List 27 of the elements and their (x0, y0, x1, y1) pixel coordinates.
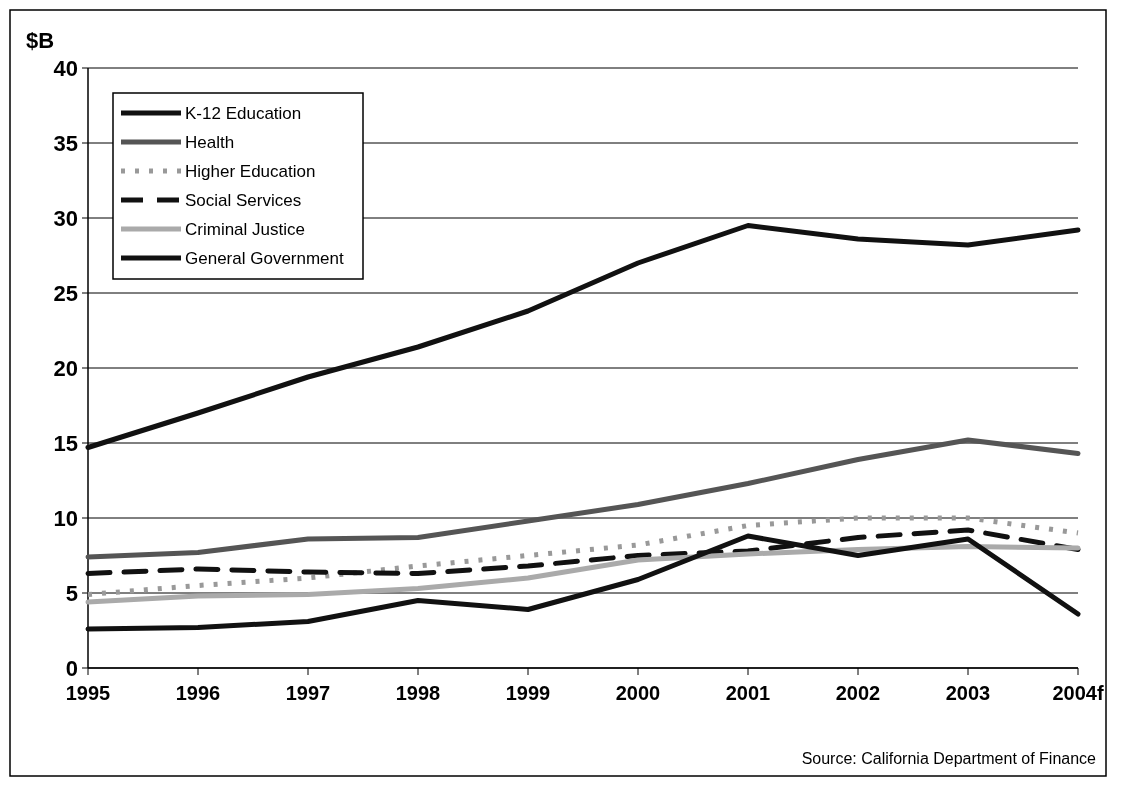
x-tick-label: 1996 (175, 682, 221, 704)
legend-label: General Government (185, 248, 345, 268)
legend-label: K-12 Education (185, 103, 302, 123)
legend-label: Higher Education (185, 161, 316, 181)
x-tick-label: 2002 (835, 682, 881, 704)
source-note: Source: California Department of Finance (801, 750, 1097, 767)
y-tick-label: 5 (65, 580, 78, 606)
x-tick-label: 2003 (945, 682, 991, 704)
legend-label: Health (185, 132, 235, 152)
y-tick-label: 35 (53, 130, 78, 156)
y-tick-label: 10 (53, 505, 78, 531)
x-tick-label: 2004f (1052, 682, 1104, 704)
y-tick-label: 25 (53, 280, 78, 306)
x-tick-label: 1998 (395, 682, 441, 704)
legend-label: Social Services (185, 190, 302, 210)
x-tick-label: 2000 (615, 682, 661, 704)
x-tick-label: 2001 (725, 682, 771, 704)
y-tick-label: 30 (53, 205, 78, 231)
x-tick-label: 1995 (65, 682, 111, 704)
x-tick-label: 1997 (285, 682, 331, 704)
y-tick-label: 0 (65, 655, 78, 681)
y-axis-title: $B (26, 28, 55, 53)
legend-label: Criminal Justice (185, 219, 305, 239)
y-tick-label: 40 (53, 55, 78, 81)
y-tick-label: 15 (53, 430, 78, 456)
x-tick-label: 1999 (505, 682, 551, 704)
y-tick-label: 20 (53, 355, 78, 381)
